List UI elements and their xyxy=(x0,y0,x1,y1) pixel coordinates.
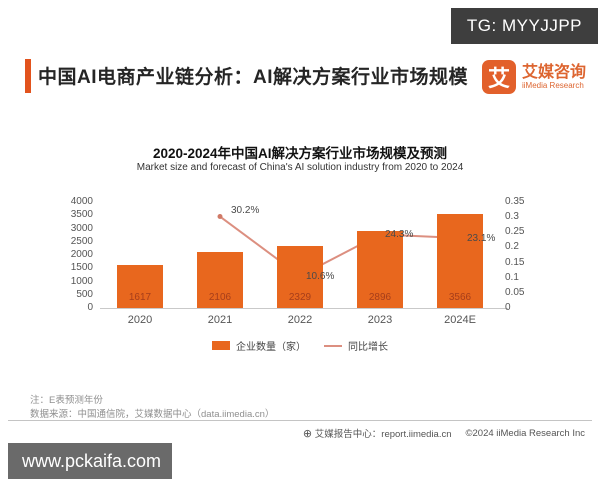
growth-point-label: 10.6% xyxy=(306,270,335,282)
line-swatch-icon xyxy=(324,344,342,347)
page-title: 中国AI电商产业链分析：AI解决方案行业市场规模 xyxy=(38,67,469,88)
y-axis-tick-left: 3000 xyxy=(70,222,93,234)
x-axis-label: 2024E xyxy=(444,314,476,326)
title-accent-bar xyxy=(25,59,31,93)
chart-subtitle: Market size and forecast of China's AI s… xyxy=(136,162,464,173)
y-axis-tick-left: 2000 xyxy=(70,249,93,260)
footer-report-url: 艾媒报告中心：report.iimedia.cn xyxy=(314,429,452,440)
footer-copyright: ©2024 iiMedia Research Inc xyxy=(465,427,585,439)
x-axis-label: 2023 xyxy=(367,314,393,326)
chart-title: 2020-2024年中国AI解决方案行业市场规模及预测 xyxy=(152,146,448,161)
bar-value-label: 2329 xyxy=(288,292,312,303)
bar-2024E xyxy=(437,213,483,308)
footer-report-center: ⊕ 艾媒报告中心：report.iimedia.cn xyxy=(303,426,452,440)
note-data-source: 数据来源：中国通信院，艾媒数据中心（data.iimedia.cn） xyxy=(30,409,275,420)
y-axis-tick-left: 1500 xyxy=(70,262,93,274)
y-axis-tick-left: 500 xyxy=(76,288,93,300)
iimedia-logo: 艾 艾媒咨询 iiMedia Research xyxy=(481,60,586,94)
y-axis-tick-right: 0.25 xyxy=(505,226,525,238)
site-watermark-banner: www.pckaifa.com xyxy=(8,443,172,479)
logo-name-en: iiMedia Research xyxy=(521,80,584,90)
y-axis-tick-left: 3500 xyxy=(70,209,93,221)
y-axis-tick-left: 1000 xyxy=(70,275,93,287)
growth-point-label: 24.3% xyxy=(385,229,414,241)
bar-value-label: 2106 xyxy=(208,292,232,303)
iimedia-logo-icon: 艾 xyxy=(481,60,516,94)
bar-value-label: 1617 xyxy=(128,292,152,303)
growth-point-label: 23.1% xyxy=(467,233,496,245)
chart-legend: 企业数量（家） 同比增长 xyxy=(0,338,600,353)
footer: ⊕ 艾媒报告中心：report.iimedia.cn ©2024 iiMedia… xyxy=(303,426,585,441)
y-axis-tick-left: 4000 xyxy=(70,196,93,207)
bar-line-chart: 4000 3500 3000 2500 2000 1500 1000 500 0 0.35 0.3 0… xyxy=(0,190,600,350)
y-axis-tick-left: 2500 xyxy=(70,235,93,247)
x-axis-label: 2020 xyxy=(127,314,153,326)
bar-swatch-icon xyxy=(212,341,230,350)
legend-item-bar: 企业数量（家） xyxy=(212,338,306,353)
x-axis-line xyxy=(100,308,508,309)
x-axis-label: 2022 xyxy=(287,314,313,326)
bar-2022 xyxy=(277,246,323,308)
legend-item-line: 同比增长 xyxy=(324,338,388,353)
y-axis-tick-right: 0 xyxy=(505,302,511,313)
y-axis-tick-right: 0.3 xyxy=(505,211,519,223)
note-forecast: 注：E表预测年份 xyxy=(30,395,103,406)
legend-label-bar: 企业数量（家） xyxy=(236,342,306,353)
y-axis-tick-right: 0.05 xyxy=(505,286,525,298)
bar-value-label: 3566 xyxy=(448,292,472,303)
logo-name-cn: 艾媒咨询 xyxy=(521,63,586,81)
y-axis-tick-right: 0.1 xyxy=(505,271,519,283)
x-axis-label: 2021 xyxy=(207,314,233,326)
bar-2023 xyxy=(357,231,403,308)
bar-2021 xyxy=(197,252,243,308)
y-axis-tick-left: 0 xyxy=(87,302,93,313)
tg-watermark-badge: TG: MYYJJPP xyxy=(450,8,598,44)
globe-icon: ⊕ xyxy=(302,428,313,440)
bar-value-label: 2896 xyxy=(368,292,392,303)
growth-point-label: 30.2% xyxy=(231,204,260,216)
y-axis-tick-right: 0.35 xyxy=(505,196,525,207)
y-axis-tick-right: 0.15 xyxy=(505,256,525,268)
iimedia-logo-text: 艾媒咨询 iiMedia Research xyxy=(522,64,586,91)
legend-label-line: 同比增长 xyxy=(348,342,388,353)
bar-2020 xyxy=(117,265,163,308)
footer-divider xyxy=(8,420,592,421)
y-axis-tick-right: 0.2 xyxy=(505,241,519,253)
